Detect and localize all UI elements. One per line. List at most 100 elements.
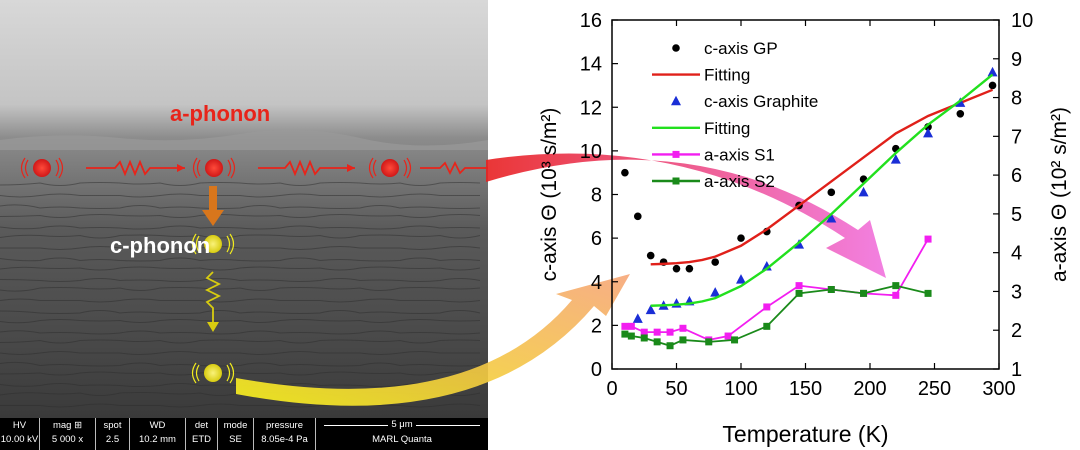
data-point: [826, 212, 837, 223]
databar-header: mode: [223, 420, 248, 431]
data-point: [705, 338, 713, 346]
databar-value: SE: [229, 434, 242, 445]
legend-label: Fitting: [704, 119, 750, 138]
y-axis-left-label: c-axis Θ (10³ s/m²): [538, 108, 561, 282]
data-point: [666, 328, 674, 336]
y-right-tick-label: 2: [1011, 320, 1022, 342]
legend: c-axis GP Fitting c-axis Graphite Fitting a-…: [652, 39, 818, 191]
data-point: [827, 286, 835, 294]
databar-value: 10.2 mm: [139, 434, 176, 445]
series-0: [621, 81, 997, 273]
data-point: [711, 258, 719, 266]
y-right-tick-label: 1: [1011, 359, 1022, 381]
series-1: [650, 88, 994, 266]
databar-value: 2.5: [105, 434, 120, 445]
data-point: [627, 322, 635, 330]
data-point: [956, 109, 965, 118]
a-phonon-label: a-phonon: [170, 101, 271, 126]
chart: 0 50 100 150 200 250 3000246810121416123456789…: [538, 10, 1071, 447]
legend-label: Fitting: [704, 66, 750, 85]
data-point: [653, 338, 661, 346]
phonon-dot-icon: [191, 233, 235, 255]
legend-label: a-axis S2: [704, 172, 775, 191]
phonon-dot-icon: [368, 157, 412, 179]
y-left-tick-label: 14: [580, 54, 602, 76]
series-5: [621, 282, 932, 350]
databar-header: spot: [103, 420, 122, 431]
y-left-tick-label: 0: [591, 359, 602, 381]
x-tick-label: 150: [789, 378, 822, 400]
plot-frame: [611, 19, 1000, 370]
databar-header: det: [194, 420, 209, 431]
data-point: [924, 235, 932, 243]
y-left-tick-label: 8: [591, 185, 602, 207]
data-point: [672, 264, 681, 273]
data-point: [731, 336, 739, 344]
databar-cell-scale: 5 μm MARL Quanta: [316, 418, 488, 450]
legend-marker: [671, 95, 681, 106]
data-point: [627, 332, 635, 340]
data-point: [987, 66, 998, 77]
data-point: [621, 330, 629, 338]
databar-cell-spot: spot 2.5: [96, 418, 130, 450]
y-right-tick-label: 6: [1011, 165, 1022, 187]
databar-cell-hv: HV 10.00 kV: [0, 418, 40, 450]
databar-cell-det: det ETD: [186, 418, 218, 450]
data-point: [827, 188, 836, 197]
c-phonon-label: c-phonon: [110, 233, 211, 258]
arrow-down-icon: [202, 210, 224, 226]
data-point: [710, 287, 721, 297]
data-point: [737, 234, 745, 242]
databar-cell-mode: mode SE: [218, 418, 254, 450]
phonon-dot-icon: [20, 157, 64, 179]
data-point: [890, 154, 901, 164]
a-phonon-curved-arrow: [486, 153, 886, 278]
databar-header: pressure: [266, 420, 303, 431]
y-right-tick-label: 5: [1011, 204, 1022, 226]
sem-databar: HV 10.00 kV mag ⊞ 5 000 x spot 2.5 WD 10…: [0, 418, 488, 450]
x-tick-label: 100: [724, 378, 757, 400]
series-4: [621, 235, 932, 344]
databar-value: 5 000 x: [51, 434, 84, 445]
x-tick-label: 300: [982, 378, 1015, 400]
databar-value: ETD: [192, 434, 211, 445]
a-phonon-propagation: [20, 157, 488, 179]
databar-cell-wd: WD 10.2 mm: [130, 418, 186, 450]
y-left-tick-label: 6: [591, 228, 602, 250]
data-point: [892, 291, 900, 299]
legend-label: c-axis Graphite: [704, 92, 818, 111]
y-left-tick-label: 16: [580, 10, 602, 32]
legend-marker: [672, 44, 680, 52]
data-point: [621, 168, 629, 177]
x-tick-label: 250: [918, 378, 951, 400]
y-left-tick-label: 12: [580, 97, 602, 119]
series-3: [650, 73, 994, 307]
legend-label: a-axis S1: [704, 145, 775, 164]
y-right-tick-label: 8: [1011, 88, 1022, 110]
data-point: [685, 264, 694, 273]
series-line: [650, 73, 994, 307]
data-point: [640, 334, 648, 342]
data-point: [679, 324, 687, 332]
databar-cell-mag: mag ⊞ 5 000 x: [40, 418, 96, 450]
data-point: [860, 289, 868, 297]
scale-bar-label: 5 μm: [388, 419, 416, 430]
databar-value: 8.05e-4 Pa: [261, 434, 308, 445]
databar-header: HV: [12, 420, 27, 431]
data-point: [924, 289, 932, 297]
y-right-tick-label: 10: [1011, 10, 1033, 32]
databar-cell-pressure: pressure 8.05e-4 Pa: [254, 418, 316, 450]
data-point: [645, 304, 656, 315]
databar-header: mag ⊞: [52, 420, 83, 431]
data-point: [795, 282, 803, 290]
data-point: [646, 251, 655, 260]
data-point: [763, 303, 771, 311]
y-right-tick-label: 4: [1011, 243, 1022, 265]
y-left-tick-label: 10: [580, 141, 602, 163]
y-right-tick-label: 9: [1011, 49, 1022, 71]
data-point: [724, 332, 732, 340]
data-point: [988, 81, 997, 90]
legend-label: c-axis GP: [704, 39, 778, 58]
x-axis-label: Temperature (K): [722, 421, 888, 447]
